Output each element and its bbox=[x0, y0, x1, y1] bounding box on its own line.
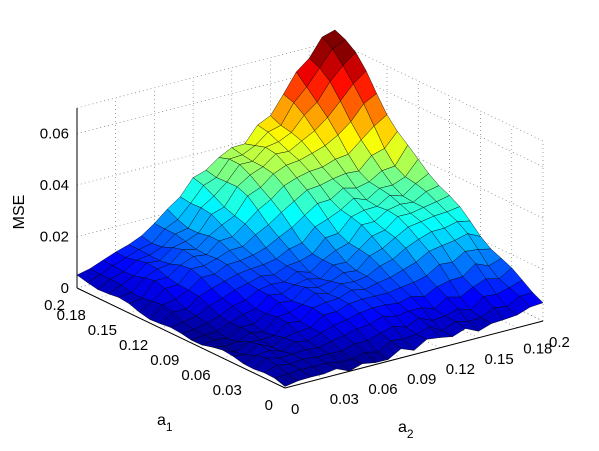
y-tick-label: 0.09 bbox=[407, 371, 436, 388]
x-tick-label: 0.18 bbox=[57, 307, 86, 324]
z-tick-label: 0.04 bbox=[40, 177, 69, 194]
y-tick-label: 0 bbox=[291, 401, 299, 418]
surface-patch bbox=[274, 373, 299, 387]
axes bbox=[76, 108, 544, 389]
x-axis-line bbox=[76, 287, 286, 389]
y-axis-label: a2 bbox=[398, 419, 414, 441]
x-tick-label: 0.12 bbox=[119, 337, 148, 354]
grid-line bbox=[76, 66, 544, 167]
x-axis-label: a1 bbox=[157, 412, 173, 434]
y-tick-label: 0.15 bbox=[485, 351, 514, 368]
y-tick-label: 0.18 bbox=[523, 341, 552, 358]
x-tick-label: 0.06 bbox=[181, 367, 210, 384]
y-tick-label: 0.12 bbox=[446, 361, 475, 378]
z-tick-label: 0 bbox=[61, 280, 69, 297]
x-tick-label: 0 bbox=[265, 397, 273, 414]
y-tick-label: 0.2 bbox=[549, 334, 570, 351]
tick-labels: 00.030.060.090.120.150.180.200.030.060.0… bbox=[40, 126, 570, 418]
y-axis-line bbox=[284, 320, 544, 389]
z-tick-label: 0.06 bbox=[40, 126, 69, 143]
z-axis-label: MSE bbox=[11, 195, 28, 230]
x-tick-label: 0.15 bbox=[88, 322, 117, 339]
x-tick-label: 0.2 bbox=[44, 297, 65, 314]
grid-line bbox=[76, 40, 544, 142]
y-tick-label: 0.03 bbox=[330, 391, 359, 408]
y-tick-label: 0.06 bbox=[368, 381, 397, 398]
z-tick-label: 0.02 bbox=[40, 229, 69, 246]
x-tick-label: 0.03 bbox=[213, 382, 242, 399]
x-tick-label: 0.09 bbox=[150, 352, 179, 369]
grid-line bbox=[76, 117, 544, 219]
surface-mesh bbox=[76, 29, 544, 387]
